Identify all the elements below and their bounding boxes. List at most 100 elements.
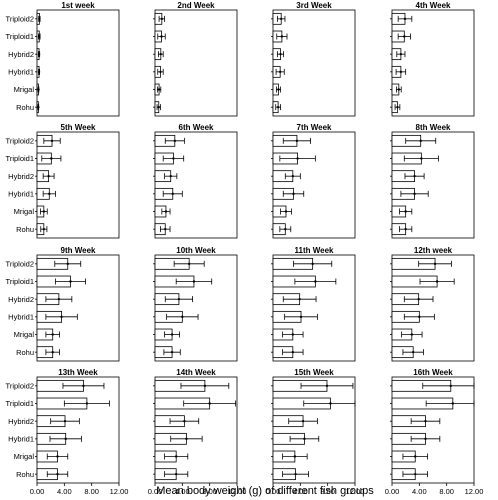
panel: 13th Week Triploid2 Triploid1 Hybrid2 Hybrid… bbox=[6, 368, 129, 496]
mean-point bbox=[38, 17, 41, 21]
panel: 3rd Week bbox=[271, 1, 356, 117]
panel: 10th Week bbox=[153, 246, 238, 362]
category-label: Triploid1 bbox=[6, 399, 34, 408]
panel-title: 7th Week bbox=[297, 123, 333, 132]
panel-frame bbox=[36, 131, 120, 239]
mean-point bbox=[157, 105, 160, 109]
mean-point bbox=[410, 333, 414, 336]
mean-point bbox=[66, 262, 69, 266]
panel-frame bbox=[391, 254, 475, 362]
category-label: Mrigal bbox=[14, 207, 35, 216]
panel: 1st week Triploid2 Triploid1 Hybrid2 Hybrid1… bbox=[6, 1, 120, 117]
panel-frame bbox=[272, 376, 356, 484]
x-tick-label: 12.00 bbox=[110, 487, 129, 496]
mean-point bbox=[294, 472, 297, 476]
x-tick-label: 8.00 bbox=[202, 487, 217, 496]
category-label: Rohu bbox=[16, 348, 34, 357]
panel: 2nd Week bbox=[153, 1, 238, 117]
mean-point bbox=[303, 437, 306, 441]
category-label: Mrigal bbox=[14, 452, 35, 461]
panel-frame bbox=[154, 9, 238, 117]
category-label: Triploid2 bbox=[6, 14, 34, 23]
panel-frame bbox=[391, 376, 475, 484]
panel: 11th Week bbox=[271, 246, 356, 362]
x-tick-label: 12.00 bbox=[346, 487, 365, 496]
mean-point bbox=[63, 419, 67, 423]
mean-point bbox=[284, 210, 288, 213]
mean-point bbox=[185, 437, 188, 441]
mean-point bbox=[164, 227, 167, 231]
panel-title: 11th Week bbox=[295, 246, 335, 255]
panel-title: 6th Week bbox=[179, 123, 215, 132]
mean-point bbox=[192, 280, 196, 283]
mean-point bbox=[420, 157, 423, 160]
x-tick-label: 0.00 bbox=[266, 487, 281, 496]
mean-point bbox=[160, 35, 163, 38]
panel-frame bbox=[154, 131, 238, 239]
panel-title: 2nd Week bbox=[177, 1, 215, 10]
category-label: Hybrid1 bbox=[8, 434, 34, 443]
panel-title: 5th Week bbox=[61, 123, 97, 132]
panel-frame bbox=[154, 254, 238, 362]
panel: 9th Week Triploid2 Triploid1 Hybrid2 Hybrid1… bbox=[6, 246, 120, 362]
panel: 16th Week 0.00 4.00 8.00 12.00 bbox=[385, 368, 484, 496]
category-label: Rohu bbox=[16, 470, 34, 479]
mean-point bbox=[403, 17, 407, 21]
panel: 8th Week bbox=[390, 123, 475, 239]
mean-point bbox=[418, 315, 421, 319]
mean-point bbox=[397, 88, 401, 91]
mean-point bbox=[291, 174, 295, 178]
mean-point bbox=[299, 315, 303, 319]
mean-point bbox=[435, 280, 439, 283]
x-tick-label: 0.00 bbox=[30, 487, 45, 496]
mean-point bbox=[171, 192, 174, 196]
mean-point bbox=[50, 139, 54, 143]
mean-point bbox=[47, 174, 50, 178]
mean-point bbox=[48, 192, 51, 196]
mean-point bbox=[50, 157, 53, 160]
mean-point bbox=[64, 437, 67, 441]
panel-title: 3rd Week bbox=[296, 1, 332, 10]
category-label: Triploid2 bbox=[6, 381, 34, 390]
mean-point bbox=[279, 52, 282, 56]
mean-point bbox=[280, 35, 284, 38]
x-tick-label: 8.00 bbox=[84, 487, 99, 496]
mean-point bbox=[51, 333, 54, 336]
mean-point bbox=[172, 157, 175, 160]
mean-point bbox=[417, 297, 420, 301]
mean-point bbox=[37, 88, 40, 91]
category-label: Hybrid2 bbox=[8, 172, 34, 181]
panel: 7th Week bbox=[271, 123, 356, 239]
mean-point bbox=[449, 384, 452, 388]
panel-frame bbox=[36, 254, 120, 362]
mean-point bbox=[51, 350, 54, 354]
category-label: Triploid2 bbox=[6, 259, 34, 268]
category-label: Hybrid1 bbox=[8, 67, 34, 76]
mean-point bbox=[85, 402, 89, 405]
panel-title: 1st week bbox=[61, 1, 95, 10]
mean-point bbox=[187, 262, 191, 266]
mean-point bbox=[419, 139, 422, 143]
panel-title: 15th Week bbox=[294, 368, 334, 377]
mean-point bbox=[159, 70, 162, 74]
mean-point bbox=[69, 280, 72, 283]
panel: 4th Week bbox=[390, 1, 475, 117]
panel-frame bbox=[272, 9, 356, 117]
panel-title: 9th Week bbox=[61, 246, 97, 255]
panel-frame bbox=[36, 376, 120, 484]
category-label: Hybrid1 bbox=[8, 312, 34, 321]
mean-point bbox=[37, 52, 41, 56]
category-label: Triploid1 bbox=[6, 154, 34, 163]
mean-point bbox=[37, 70, 41, 74]
mean-point bbox=[42, 227, 46, 231]
x-tick-label: 4.00 bbox=[175, 487, 190, 496]
panel: 15th Week 0.00 4.00 8.00 12.00 bbox=[266, 368, 365, 496]
x-tick-label: 0.00 bbox=[385, 487, 400, 496]
mean-point bbox=[174, 455, 178, 458]
mean-point bbox=[164, 210, 168, 213]
category-label: Hybrid1 bbox=[8, 189, 34, 198]
mean-point bbox=[203, 384, 207, 388]
mean-point bbox=[170, 333, 174, 336]
mean-point bbox=[56, 455, 59, 458]
mean-point bbox=[301, 419, 305, 423]
